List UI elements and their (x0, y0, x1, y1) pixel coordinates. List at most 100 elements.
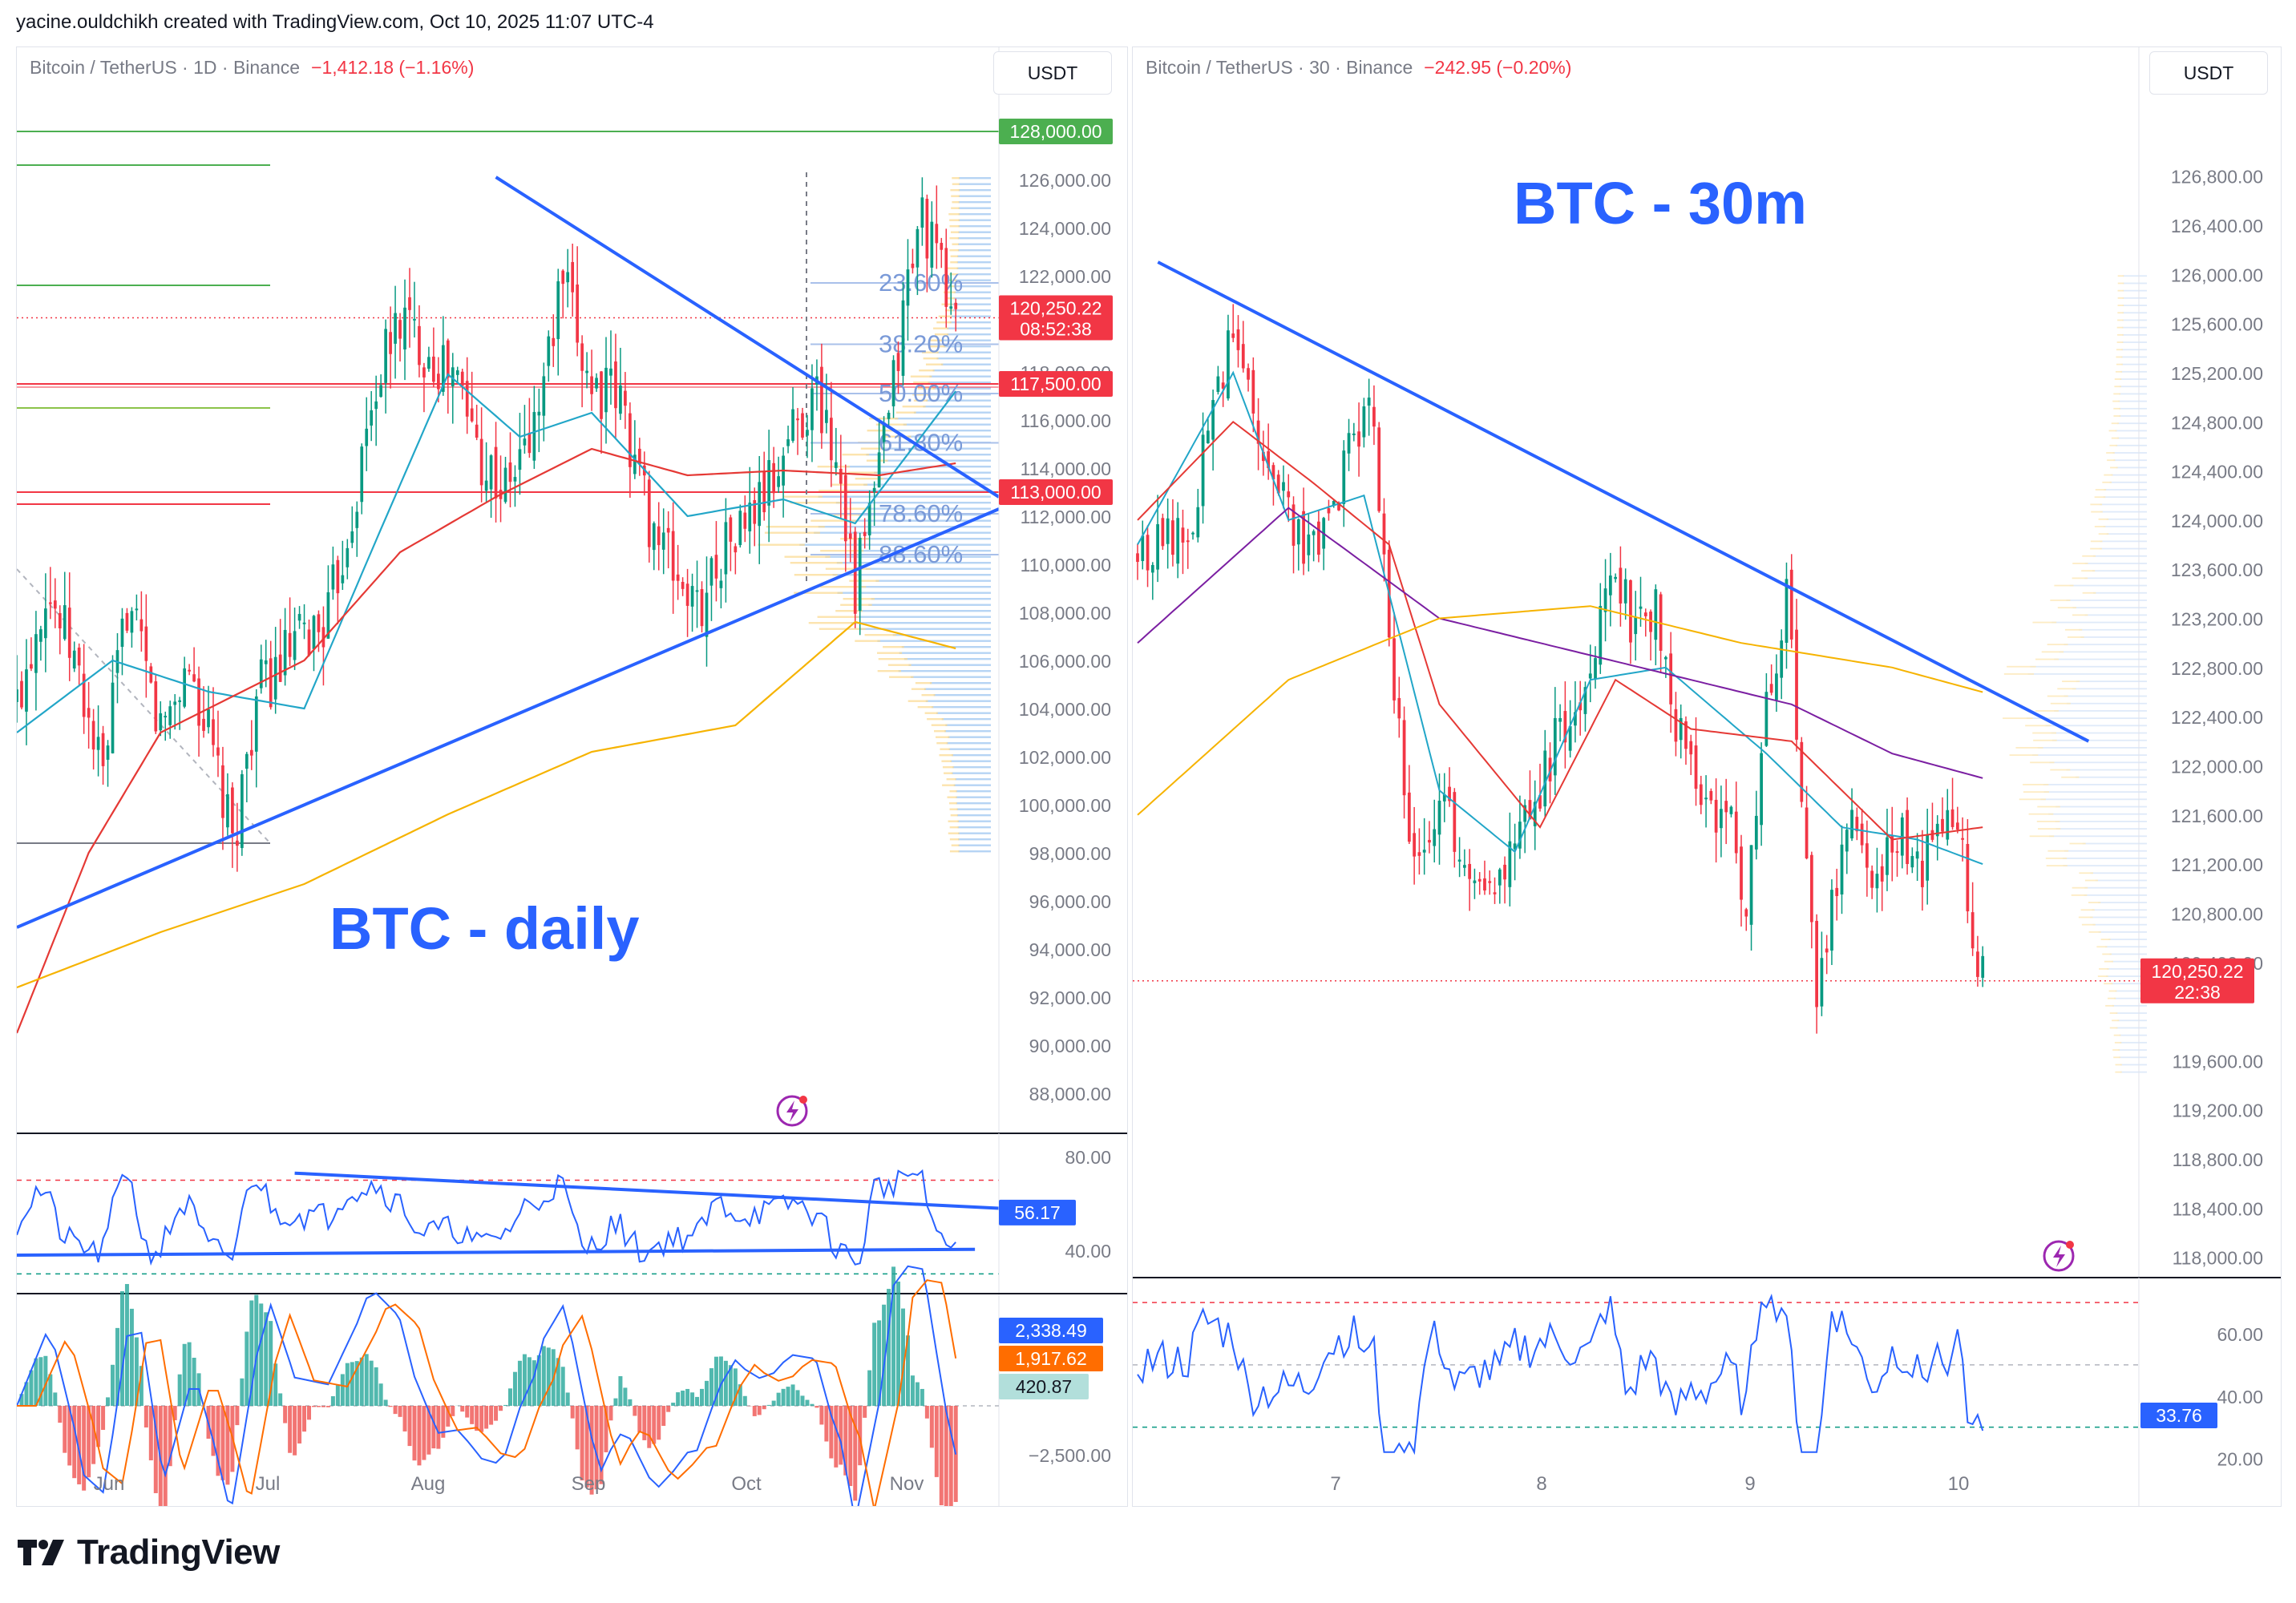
daily-macd-hist-bar (546, 1347, 551, 1406)
intraday-candle (1453, 792, 1457, 852)
volume-profile-bar-sell (883, 646, 904, 648)
intraday-candle (1141, 535, 1145, 561)
daily-macd-hist-bar (896, 1281, 901, 1406)
volume-profile-bar-sell (794, 574, 838, 576)
volume-profile-bar-sell (817, 616, 859, 618)
intraday-candle (1227, 330, 1230, 399)
volume-profile-bar-sell (917, 387, 936, 390)
daily-price-tick: 100,000.00 (1019, 795, 1111, 816)
intraday-volume-profile-sell (2015, 747, 2043, 749)
daily-macd-hist-bar (446, 1406, 451, 1427)
intraday-time-label: 8 (1536, 1473, 1546, 1495)
volume-profile-bar (877, 640, 991, 642)
intraday-volume-profile-sell (2114, 386, 2121, 388)
intraday-volume-profile-sell (2117, 282, 2124, 285)
volume-profile-bar-sell (878, 658, 907, 660)
daily-macd-hist-bar (824, 1406, 829, 1442)
intraday-candle (1231, 333, 1235, 338)
daily-macd-hist-bar (863, 1406, 867, 1418)
daily-candle (681, 582, 685, 589)
intraday-candle (1503, 864, 1506, 880)
intraday-volume-profile-bar (2043, 784, 2147, 785)
intraday-candle (1287, 491, 1291, 498)
intraday-volume-profile-sell (2032, 732, 2056, 734)
daily-macd-hist-bar (148, 1406, 153, 1460)
intraday-candle (1236, 329, 1240, 350)
volume-profile-bar (957, 820, 991, 822)
daily-candle (949, 306, 953, 309)
intraday-candle (1191, 532, 1194, 535)
intraday-candle (1312, 531, 1316, 535)
daily-candle (302, 622, 306, 624)
daily-macd-hist-bar (216, 1406, 220, 1476)
intraday-volume-profile-sell (2113, 415, 2121, 417)
daily-candle (920, 197, 924, 228)
intraday-volume-profile-sell (2082, 592, 2096, 594)
daily-macd-hist-bar (633, 1406, 637, 1416)
intraday-candle (1785, 579, 1789, 643)
intraday-candle (1327, 508, 1331, 514)
intraday-candle (1775, 673, 1778, 701)
intraday-volume-profile-bar (2108, 939, 2147, 940)
intraday-volume-profile-sell (2105, 1004, 2114, 1007)
badge-daily-macd-hist-text-0: 420.87 (1016, 1376, 1072, 1397)
intraday-volume-profile-bar (2100, 511, 2147, 513)
intraday-candle (1276, 474, 1280, 494)
volume-profile-bar (958, 219, 991, 221)
intraday-currency-button[interactable]: USDT (2149, 51, 2268, 95)
daily-currency-button[interactable]: USDT (993, 51, 1112, 95)
intraday-chart-panel[interactable]: BTC - 30m 126,800.00 126,400.00 126,000.00 1… (1132, 46, 2282, 1507)
daily-candle (916, 228, 920, 268)
volume-profile-bar-sell (911, 688, 926, 690)
daily-macd-hist-bar (499, 1406, 503, 1411)
intraday-volume-profile-bar (2054, 658, 2147, 660)
intraday-candle (1533, 802, 1537, 826)
intraday-candle (1433, 829, 1437, 846)
daily-candle (671, 531, 675, 581)
daily-price-tick: 116,000.00 (1021, 410, 1111, 431)
volume-profile-bar (942, 339, 991, 341)
daily-macd-hist-bar (704, 1380, 709, 1406)
daily-candle (896, 353, 900, 371)
intraday-candle (1352, 433, 1356, 435)
volume-profile-bar (958, 183, 991, 185)
intraday-volume-profile-sell (2009, 754, 2039, 757)
intraday-candle (1161, 518, 1165, 547)
intraday-candle (1935, 823, 1939, 837)
volume-profile-bar-sell (847, 471, 878, 474)
daily-candle (561, 270, 565, 285)
daily-macd-hist-bar (608, 1406, 613, 1421)
intraday-volume-profile-sell (2117, 289, 2124, 292)
intraday-volume-profile-bar (2120, 1064, 2147, 1066)
volume-profile-bar (923, 406, 991, 408)
daily-macd-hist-bar (431, 1406, 436, 1449)
volume-profile-bar-sell (927, 718, 944, 721)
daily-candle (810, 388, 814, 430)
volume-profile-bar (955, 279, 991, 281)
intraday-chart-canvas[interactable]: BTC - 30m 126,800.00 126,400.00 126,000.00 1… (1133, 47, 2281, 1506)
daily-candle (154, 681, 158, 732)
daily-macd-hist-bar (771, 1400, 776, 1406)
daily-chart-panel[interactable]: 23.60% 38.20% 50.00% 61.80% 78.60% 88.60% BTC … (16, 46, 1128, 1507)
intraday-volume-profile-bar (2120, 370, 2147, 373)
daily-candle (930, 221, 934, 268)
badge-daily-macd-hist: 420.87 (1016, 1376, 1072, 1397)
intraday-volume-profile-bar (2120, 1071, 2147, 1073)
intraday-volume-profile-sell (2088, 902, 2101, 903)
daily-candle (245, 753, 249, 769)
volume-profile-bar-sell (849, 579, 879, 582)
daily-candle (111, 682, 115, 753)
intraday-price-tick: 123,200.00 (2171, 609, 2263, 630)
daily-chart-canvas[interactable]: 23.60%38.20%50.00%61.80%78.60%88.60%BTC … (17, 47, 1127, 1506)
tradingview-logo[interactable]: TradingView (18, 1532, 280, 1573)
daily-macd-hist-bar (172, 1406, 177, 1420)
volume-profile-bar-sell (944, 291, 956, 293)
daily-macd-hist-bar (43, 1355, 48, 1406)
intraday-candle (1855, 817, 1859, 832)
daily-symbol-legend: Bitcoin / TetherUS · 1D · Binance −1,412.… (30, 57, 474, 79)
intraday-candle (1921, 860, 1924, 887)
daily-macd-hist-bar (642, 1406, 647, 1440)
intraday-candle (1830, 890, 1833, 951)
volume-profile-bar-sell (912, 394, 929, 396)
